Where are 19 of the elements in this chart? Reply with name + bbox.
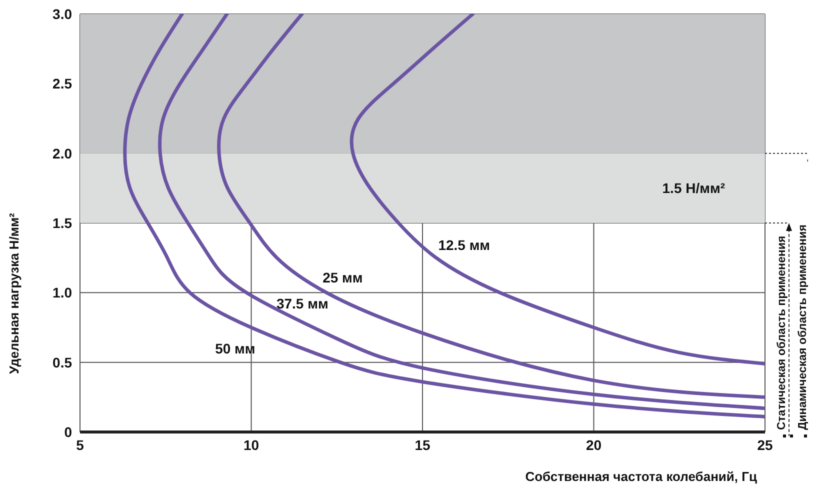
- x-tick-label: 20: [586, 436, 602, 453]
- x-axis-title: Собственная частота колебаний, Гц: [525, 469, 757, 484]
- x-tick-label: 10: [243, 436, 260, 453]
- y-tick-label: 0.5: [52, 354, 72, 370]
- x-tick-label: 5: [76, 436, 84, 453]
- y-axis-title: Удельная нагрузка Н/мм²: [6, 212, 22, 374]
- text: Статическая область применения: [776, 236, 788, 430]
- y-tick-label: 1.0: [52, 284, 72, 301]
- series-label: 37.5 мм: [276, 296, 328, 312]
- x-tick-label: 15: [414, 436, 430, 453]
- series-label: 25 мм: [322, 270, 363, 286]
- y-tick-label: 1.5: [52, 214, 72, 231]
- x-tick-label: 25: [757, 436, 773, 453]
- y-tick-label: 0: [64, 424, 72, 440]
- y-tick-label: 2.5: [52, 76, 72, 92]
- y-tick-label: 2.0: [52, 145, 72, 162]
- band-label: 1.5 Н/мм²: [662, 180, 726, 196]
- series-label: 12.5 мм: [438, 236, 490, 253]
- y-tick-label: 3.0: [52, 6, 72, 22]
